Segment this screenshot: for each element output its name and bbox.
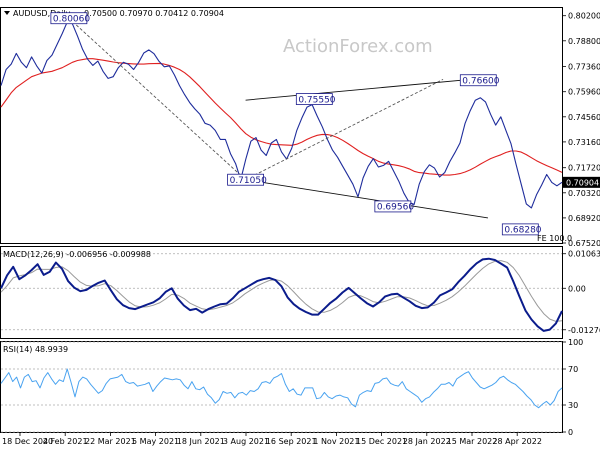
price-y-axis: 0.67520 0.68920 0.70320 0.71720 0.73160 0.745… — [562, 12, 600, 248]
macd-series — [0, 257, 563, 332]
x-tick-label: 28 Apr 2022 — [492, 437, 541, 446]
level-label: 0.71050 — [230, 176, 267, 186]
y-tick-label: 0.75960 — [568, 88, 600, 97]
x-tick-label: 22 Mar 2021 — [85, 437, 136, 446]
x-tick-label: 15 Mar 2022 — [447, 437, 498, 446]
price-line — [0, 21, 563, 209]
y-tick-label: 0.77360 — [568, 63, 600, 72]
x-tick-label: 1 Nov 2021 — [313, 437, 359, 446]
macd-y-axis: 0.010631 0.00 -0.012767 — [562, 250, 600, 335]
level-label-box — [295, 93, 333, 105]
level-label-box — [227, 173, 264, 186]
level-label-box — [459, 74, 497, 87]
y-tick-label: 0.70320 — [568, 189, 600, 198]
y-tick-label: -0.012767 — [568, 326, 600, 335]
x-tick-label: 15 Dec 2021 — [356, 437, 407, 446]
level-label: 0.76600 — [462, 77, 499, 87]
ohlc-values: 0.70500 0.70970 0.70412 0.70904 — [84, 9, 224, 18]
y-tick-label: 0.00 — [568, 284, 586, 293]
y-tick-label: 0.74560 — [568, 113, 600, 122]
moving-average-line — [0, 58, 563, 176]
level-label: 0.69560 — [377, 203, 414, 213]
y-tick-label: 0.67520 — [568, 239, 600, 248]
current-price-tag: 0.70904 — [563, 176, 600, 188]
x-tick-label: 3 Aug 2021 — [223, 437, 269, 446]
price-annotations: 0.80060 0.75550 0.71050 0.69560 0.76600 0.682… — [50, 12, 542, 236]
y-tick-label: 30 — [568, 401, 578, 410]
y-tick-label: 0.010631 — [568, 250, 600, 259]
rsi-grid — [1, 341, 562, 433]
x-tick-label: 5 May 2021 — [132, 437, 179, 446]
y-tick-label: 0.73160 — [568, 138, 600, 147]
chart-header: AUDUSD,Daily 0.70500 0.70970 0.70412 0.7… — [4, 9, 224, 18]
current-price-tag-bg — [563, 176, 600, 188]
rsi-y-axis: 100 70 30 0 — [562, 338, 583, 437]
y-tick-label: 0.71720 — [568, 164, 600, 173]
y-tick-label: 0.68920 — [568, 214, 600, 223]
level-label-box — [501, 223, 539, 236]
y-tick-label: 0.80200 — [568, 12, 600, 21]
macd-line — [0, 257, 563, 332]
y-tick-label: 0 — [568, 428, 573, 437]
x-tick-label: 4 Feb 2021 — [43, 437, 88, 446]
macd-signal-line — [0, 260, 563, 322]
x-tick-label: 18 Dec 2020 — [2, 437, 53, 446]
trendlines — [68, 17, 496, 219]
price-panel-frame — [0, 7, 563, 244]
y-tick-label: 100 — [568, 338, 583, 347]
watermark: ActionForex.com — [283, 36, 433, 57]
price-series — [0, 21, 563, 209]
rsi-title: RSI(14) 48.9939 — [3, 345, 68, 354]
dropdown-triangle-icon — [4, 11, 10, 15]
fe-label: FE 100.0 — [537, 234, 572, 243]
level-label-box — [50, 12, 88, 25]
x-tick-label: 28 Jan 2022 — [403, 437, 451, 446]
level-label: 0.75550 — [298, 95, 335, 105]
rsi-line — [0, 368, 563, 409]
y-tick-label: 0.78800 — [568, 37, 600, 46]
x-tick-label: 18 Jun 2021 — [177, 437, 225, 446]
level-label: 0.68280 — [504, 226, 541, 236]
dashed-trendline — [245, 78, 444, 181]
rsi-panel-frame — [0, 341, 563, 433]
macd-panel-frame — [0, 246, 563, 339]
macd-title: MACD(12,26,9) -0.006956 -0.009988 — [3, 250, 151, 259]
rsi-series — [0, 368, 563, 409]
symbol-label: AUDUSD,Daily — [13, 9, 71, 18]
level-label: 0.80060 — [53, 15, 90, 25]
trendline — [245, 179, 489, 219]
trendline — [245, 76, 496, 101]
x-tick-label: 16 Sep 2021 — [266, 437, 317, 446]
y-tick-label: 70 — [568, 365, 578, 374]
level-label-box — [374, 200, 412, 213]
current-price-value: 0.70904 — [566, 178, 599, 187]
